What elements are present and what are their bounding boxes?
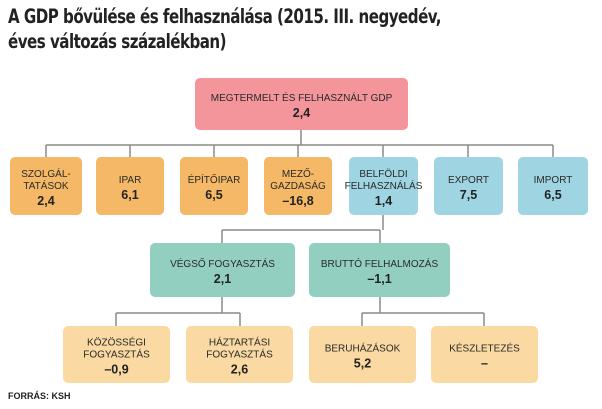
node-label: BELFÖLDI <box>359 168 407 180</box>
node-value: – <box>481 357 488 371</box>
node-value: 6,5 <box>205 188 222 202</box>
node-value: 7,5 <box>460 188 477 202</box>
node-label: BERUHÁZÁSOK <box>325 342 401 355</box>
title: A GDP bővülése és felhasználása (2015. I… <box>8 4 441 54</box>
node-value: –16,8 <box>282 194 313 208</box>
node-value: 2,6 <box>231 363 248 377</box>
node-label: GAZDASÁG <box>270 179 326 192</box>
connectors <box>45 130 554 326</box>
node-label: ÉPÍTŐIPAR <box>188 172 241 186</box>
source: FORRÁS: KSH <box>8 391 71 401</box>
node-label: VÉGSŐ FOGYASZTÁS <box>170 256 275 270</box>
node-label: IMPORT <box>534 175 573 186</box>
node-box <box>63 326 170 383</box>
title-line: éves változás százalékban) <box>8 30 227 53</box>
node-value: 2,4 <box>37 194 54 208</box>
node-label: MEZŐ- <box>282 166 314 180</box>
node-box <box>309 326 416 383</box>
node-label: IPAR <box>119 175 142 186</box>
node-value: 2,4 <box>293 106 310 120</box>
node-box <box>349 157 418 215</box>
node-label: MEGTERMELT ÉS FELHASZNÁLT GDP <box>211 91 393 104</box>
title-line: A GDP bővülése és felhasználása (2015. I… <box>8 5 441 28</box>
node-label: HÁZTARTÁSI <box>209 336 270 349</box>
node-label: BRUTTÓ FELHALMOZÁS <box>321 257 439 270</box>
node-label: SZOLGÁL- <box>21 167 70 180</box>
node-value: 1,4 <box>375 194 392 208</box>
node-value: 6,5 <box>544 188 561 202</box>
node-label: FELHASZNÁLÁS <box>345 179 423 192</box>
node-box <box>264 157 332 215</box>
node-value: 2,1 <box>214 272 231 286</box>
node-box <box>309 243 450 297</box>
node-value: –1,1 <box>367 272 391 286</box>
node-value: –0,9 <box>104 363 128 377</box>
node-label: KÉSZLETEZÉS <box>449 342 520 355</box>
node-label: EXPORT <box>448 175 489 186</box>
node-box <box>434 157 503 215</box>
node-box <box>195 78 408 130</box>
node-box <box>186 326 293 383</box>
node-box <box>150 243 295 297</box>
node-box <box>10 157 82 215</box>
node-box <box>431 326 538 383</box>
node-value: 6,1 <box>121 188 138 202</box>
node-label: FOGYASZTÁS <box>83 348 150 361</box>
node-box <box>518 157 588 215</box>
node-label: TATÁSOK <box>23 179 69 192</box>
node-value: 5,2 <box>354 357 371 371</box>
node-box <box>180 157 248 215</box>
node-label: FOGYASZTÁS <box>206 348 273 361</box>
node-label: KÖZÖSSÉGI <box>87 336 146 349</box>
node-box <box>96 157 164 215</box>
